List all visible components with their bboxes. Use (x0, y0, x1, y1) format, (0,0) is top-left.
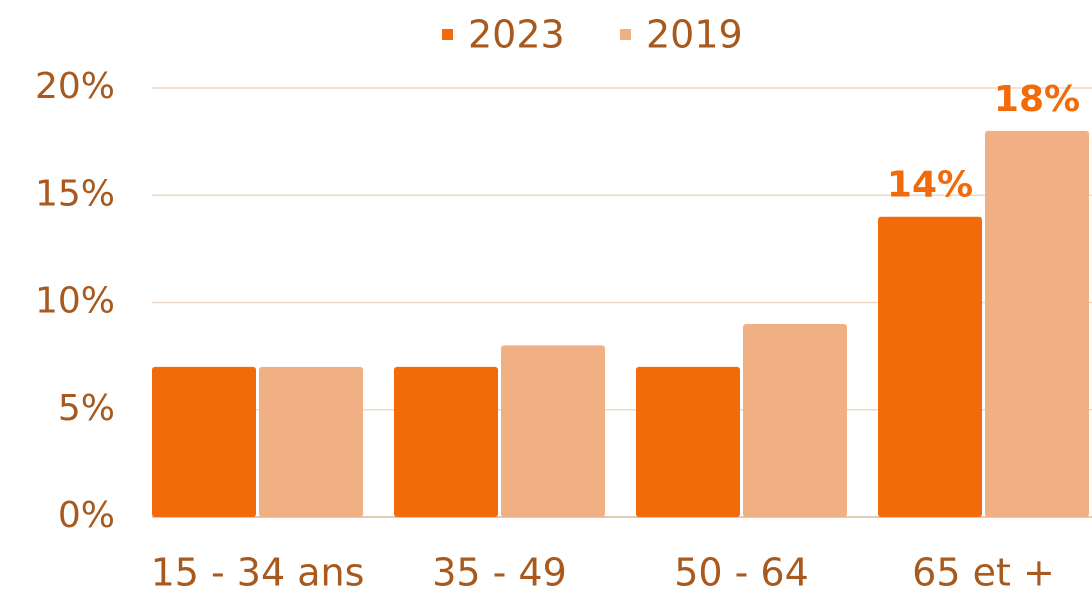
bar (743, 323, 847, 517)
bar (985, 130, 1089, 517)
y-tick-label: 10% (35, 281, 115, 322)
bar (501, 345, 605, 517)
x-tick-label: 35 - 49 (432, 551, 567, 593)
legend-label: 2019 (646, 13, 743, 57)
bar (259, 366, 363, 517)
y-tick-label: 0% (58, 495, 115, 536)
bar (152, 366, 256, 517)
legend-swatch (442, 29, 453, 40)
y-tick-label: 5% (58, 388, 115, 429)
x-tick-label: 15 - 34 ans (151, 551, 365, 593)
bar (878, 216, 982, 517)
bar (394, 366, 498, 517)
legend-swatch (620, 29, 631, 40)
y-tick-label: 15% (35, 173, 115, 214)
x-tick-label: 50 - 64 (674, 551, 809, 593)
x-tick-label: 65 et + (912, 551, 1055, 593)
data-label: 18% (994, 79, 1080, 120)
data-label: 14% (887, 165, 973, 206)
legend-label: 2023 (468, 13, 565, 57)
bar (636, 366, 740, 517)
y-tick-label: 20% (35, 66, 115, 107)
